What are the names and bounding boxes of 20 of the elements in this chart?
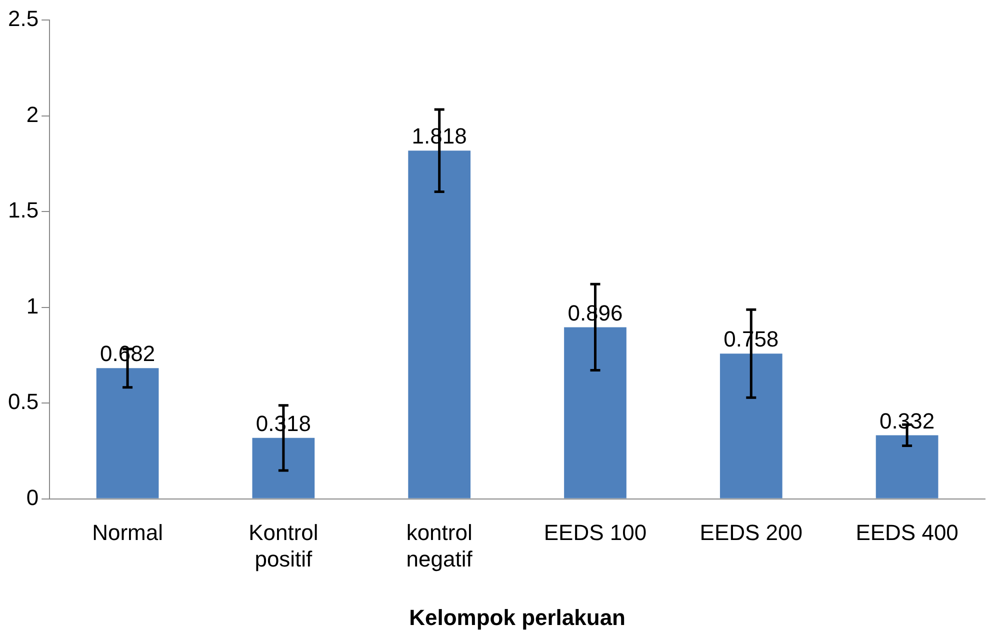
x-tick-label: EEDS 100 <box>544 520 647 546</box>
data-label: 0.332 <box>880 408 935 434</box>
y-tick-label: 0 <box>26 484 39 510</box>
bar <box>876 435 938 498</box>
y-tick-label: 1.5 <box>8 198 39 223</box>
x-tick-label: Normal <box>92 520 163 546</box>
x-tick-label: EEDS 400 <box>856 520 958 546</box>
bar <box>408 150 471 498</box>
x-tick-label: kontrol negatif <box>406 520 474 572</box>
bar <box>720 354 782 498</box>
y-tick-label: 0.5 <box>8 389 39 414</box>
x-tick-label: EEDS 200 <box>700 520 803 546</box>
x-tick-label: Kontrol positif <box>248 520 318 572</box>
y-tick-label: 2.5 <box>8 6 39 32</box>
y-tick-label: 1 <box>26 293 39 318</box>
bar <box>252 438 315 498</box>
bar <box>564 327 626 498</box>
bar <box>96 368 159 498</box>
x-axis-title: Kelompok perlakuan <box>409 604 626 630</box>
y-tick-label: 2 <box>26 102 39 127</box>
